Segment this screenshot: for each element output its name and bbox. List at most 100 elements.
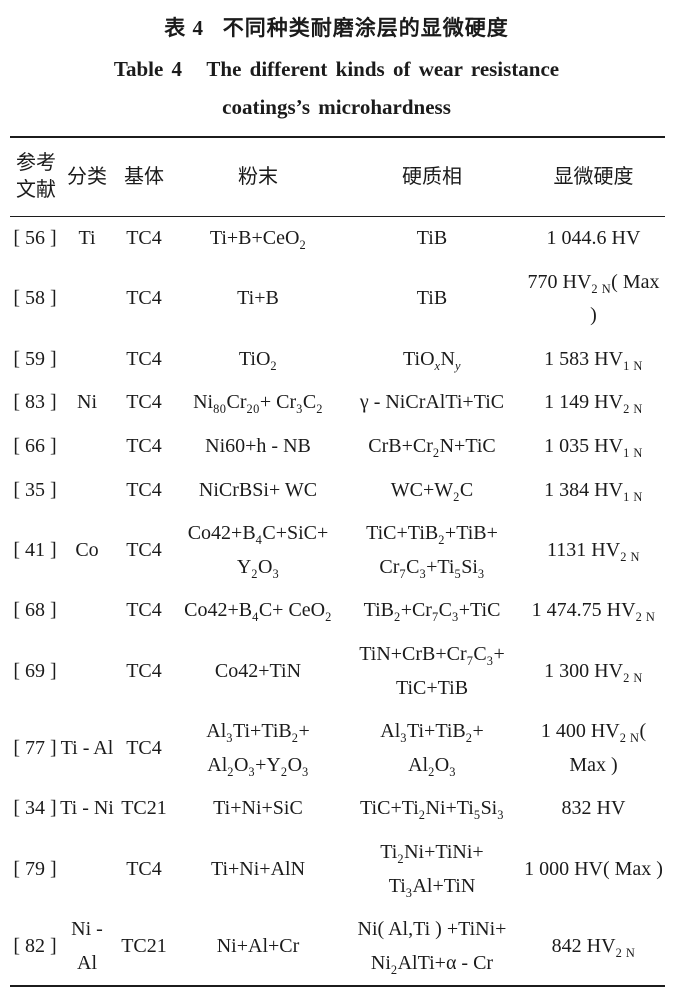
cell-hardness: 1131 HV2 N: [547, 538, 640, 564]
cell-powder: Co42+TiN: [214, 659, 302, 682]
cell-substrate: TC4: [126, 347, 162, 370]
cell-powder: Ti+Ni+AlN: [210, 857, 306, 880]
cell-phase: TiB: [416, 227, 448, 249]
cell-category: Ti - Ni: [60, 797, 114, 820]
table-header-row: 参考文献 分类 基体 粉末 硬质相 显微硬度: [10, 137, 665, 217]
cell-hardness: 1 583 HV1 N: [544, 347, 643, 373]
column-header-substrate: 基体: [124, 165, 164, 188]
cell-phase: TiB: [416, 287, 448, 310]
table-row: [ 83 ] Ni TC4 Ni80Cr20+ Cr3C2 γ - NiCrAlTi+T…: [10, 381, 665, 425]
cell-category: Ni: [77, 391, 97, 414]
cell-category: Ti - Al: [60, 736, 114, 759]
cell-powder: TiO2: [238, 347, 278, 373]
cell-phase: TiB2+Cr7C3+TiC: [363, 599, 501, 625]
cell-ref: [ 41 ]: [13, 538, 57, 561]
cell-powder: Ni80Cr20+ Cr3C2: [193, 391, 323, 417]
table-row: [ 34 ] Ti - Ni TC21 Ti+Ni+SiC TiC+Ti2Ni+Ti5S…: [10, 787, 665, 831]
cell-category: Co: [75, 538, 99, 561]
cell-phase: γ - NiCrAlTi+TiC: [359, 391, 505, 414]
cell-substrate: TC4: [126, 736, 162, 759]
cell-powder: Ti+B+CeO2: [209, 227, 307, 252]
cell-category: [60, 425, 114, 469]
cell-category: [60, 589, 114, 633]
cell-hardness: 1 035 HV1 N: [544, 434, 643, 460]
table-body: [ 56 ] Ti TC4 Ti+B+CeO2 TiB 1 044.6 HV [ 58 ] T…: [10, 217, 665, 987]
cell-substrate: TC4: [126, 659, 162, 682]
table-row: [ 58 ] TC4 Ti+B TiB 770 HV2 N( Max ): [10, 261, 665, 338]
cell-category: Ni - Al: [71, 918, 103, 974]
column-header-hardness: 显微硬度: [553, 165, 634, 188]
cell-powder: Ti+Ni+SiC: [213, 797, 303, 820]
column-header-phase: 硬质相: [402, 165, 462, 188]
cell-substrate: TC4: [126, 227, 162, 249]
cell-ref: [ 79 ]: [13, 857, 57, 880]
cell-powder: Ti+B: [237, 287, 279, 310]
cell-ref: [ 66 ]: [13, 434, 57, 457]
cell-hardness: 1 149 HV2 N: [544, 391, 643, 417]
cell-phase: CrB+Cr2N+TiC: [368, 434, 496, 460]
cell-hardness: 832 HV: [561, 797, 626, 820]
cell-hardness: 1 384 HV1 N: [544, 478, 643, 504]
cell-powder: Al3Ti+TiB2+ Al2O3+Y2O3: [206, 720, 310, 779]
cell-powder: Co42+B4C+ CeO2: [184, 599, 332, 625]
cell-phase: TiN+CrB+Cr7C3+ TiC+TiB: [359, 642, 505, 699]
table-caption-en-line1: Table 4 The different kinds of wear resi…: [113, 57, 560, 81]
cell-substrate: TC21: [121, 934, 167, 957]
table-row: [ 59 ] TC4 TiO2 TiOxNy 1 583 HV1 N: [10, 338, 665, 382]
cell-ref: [ 83 ]: [13, 391, 57, 414]
cell-substrate: TC4: [126, 391, 162, 414]
cell-ref: [ 35 ]: [13, 478, 57, 501]
microhardness-table: 参考文献 分类 基体 粉末 硬质相 显微硬度 [ 56 ] Ti TC4 Ti+B+CeO2 Ti…: [10, 136, 665, 987]
cell-phase: TiOxNy: [403, 347, 461, 373]
cell-phase: TiC+TiB2+TiB+ Cr7C3+Ti5Si3: [366, 522, 498, 581]
cell-ref: [ 58 ]: [13, 287, 57, 310]
column-header-ref: 参考文献: [16, 152, 56, 201]
table-head: 参考文献 分类 基体 粉末 硬质相 显微硬度: [10, 137, 665, 217]
cell-phase: Ti2Ni+TiNi+ Ti3Al+TiN: [380, 840, 484, 900]
cell-substrate: TC4: [126, 538, 162, 561]
cell-powder: NiCrBSi+ WC: [198, 478, 318, 501]
cell-category: [60, 469, 114, 513]
cell-hardness: 1 300 HV2 N: [544, 659, 643, 685]
cell-powder: Ni60+h - NB: [205, 434, 311, 457]
cell-category: [60, 831, 114, 908]
cell-ref: [ 59 ]: [13, 347, 57, 370]
cell-category: Ti: [78, 227, 96, 249]
cell-phase: WC+W2C: [390, 478, 474, 504]
table-row: [ 69 ] TC4 Co42+TiN TiN+CrB+Cr7C3+ TiC+TiB 1 …: [10, 633, 665, 710]
table-caption-zh: 表 4 不同种类耐磨涂层的显微硬度: [164, 16, 509, 40]
table-caption-en-line2: coatings’s microhardness: [222, 95, 451, 119]
cell-substrate: TC4: [126, 599, 162, 622]
cell-substrate: TC21: [121, 797, 167, 820]
cell-ref: [ 69 ]: [13, 659, 57, 682]
cell-substrate: TC4: [126, 434, 162, 457]
cell-substrate: TC4: [126, 287, 162, 310]
cell-hardness: 1 044.6 HV: [546, 227, 641, 249]
cell-category: [60, 338, 114, 382]
table-row: [ 35 ] TC4 NiCrBSi+ WC WC+W2C 1 384 HV1 N: [10, 469, 665, 513]
cell-substrate: TC4: [126, 857, 162, 880]
cell-powder: Ni+Al+Cr: [216, 934, 300, 957]
cell-phase: Ni( Al,Ti ) +TiNi+ Ni2AlTi+α - Cr: [357, 918, 507, 977]
cell-ref: [ 68 ]: [13, 599, 57, 622]
cell-category: [60, 261, 114, 338]
column-header-category: 分类: [67, 165, 107, 188]
table-row: [ 56 ] Ti TC4 Ti+B+CeO2 TiB 1 044.6 HV: [10, 217, 665, 261]
cell-hardness: 1 000 HV( Max ): [524, 857, 663, 880]
cell-hardness: 842 HV2 N: [551, 934, 636, 960]
cell-substrate: TC4: [126, 478, 162, 501]
cell-ref: [ 34 ]: [13, 797, 57, 820]
cell-category: [60, 633, 114, 710]
cell-hardness: 770 HV2 N( Max ): [527, 270, 660, 327]
cell-powder: Co42+B4C+SiC+ Y2O3: [187, 522, 329, 581]
table-row: [ 66 ] TC4 Ni60+h - NB CrB+Cr2N+TiC 1 035 HV…: [10, 425, 665, 469]
table-row: [ 68 ] TC4 Co42+B4C+ CeO2 TiB2+Cr7C3+TiC 1 4…: [10, 589, 665, 633]
table-row: [ 41 ] Co TC4 Co42+B4C+SiC+ Y2O3 TiC+TiB2+TiB…: [10, 512, 665, 589]
cell-ref: [ 56 ]: [13, 227, 57, 249]
column-header-powder: 粉末: [238, 165, 278, 188]
cell-hardness: 1 400 HV2 N( Max ): [540, 720, 647, 776]
cell-ref: [ 77 ]: [13, 736, 57, 759]
table-row: [ 79 ] TC4 Ti+Ni+AlN Ti2Ni+TiNi+ Ti3Al+TiN 1 …: [10, 831, 665, 908]
cell-hardness: 1 474.75 HV2 N: [531, 599, 656, 625]
table-row: [ 82 ] Ni - Al TC21 Ni+Al+Cr Ni( Al,Ti ) +Ti…: [10, 908, 665, 986]
